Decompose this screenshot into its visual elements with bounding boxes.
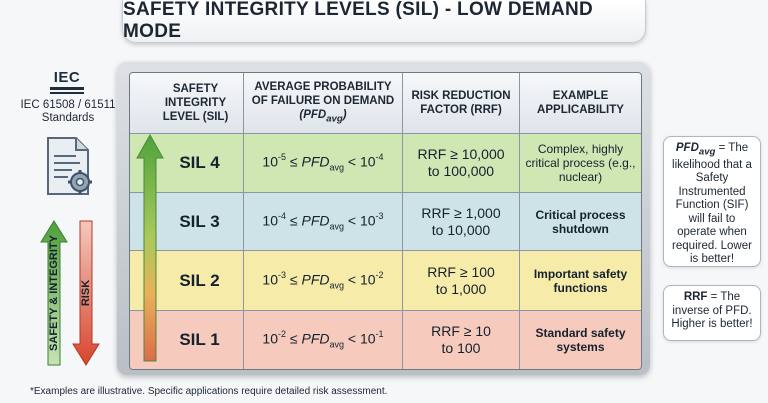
table-header-row: SAFETY INTEGRITY LEVEL (SIL) AVERAGE PRO…: [130, 73, 641, 134]
safety-arrow: SAFETY & INTEGRITY: [40, 220, 68, 366]
standards-line-1: IEC 61508 / 61511: [20, 99, 116, 111]
pfd-high-exponent: -4: [375, 152, 384, 163]
applicability: Standard safety systems: [535, 326, 626, 354]
pfd-high-exponent: -1: [375, 329, 384, 340]
rrf-range: RRF ≥ 1,000 to 10,000: [403, 193, 520, 250]
sil-level: SIL 3: [130, 193, 244, 250]
iec-logo-bar-thin: [50, 92, 84, 94]
table-row-sil1: SIL 1 10-2 ≤ PFDavg < 10-1 RRF ≥ 10 to 10…: [130, 311, 641, 369]
footnote: *Examples are illustrative. Specific app…: [30, 386, 388, 397]
table-row-sil4: SIL 4 10-5 ≤ PFDavg < 10-4 RRF ≥ 10,000 t…: [130, 134, 641, 193]
rrf-range: RRF ≥ 100 to 1,000: [403, 251, 520, 310]
iec-logo-text: IEC: [53, 69, 81, 86]
header-pfd-main: AVERAGE PROBABILITY OF FAILURE ON DEMAND: [251, 80, 395, 107]
pfd-term-sub: avg: [698, 146, 716, 158]
header-pfd-subscript: avg: [326, 113, 343, 125]
applicability: Complex, highly critical process (e.g., …: [525, 142, 636, 184]
pfd-low-exponent: -4: [278, 210, 287, 221]
sil-table: SAFETY INTEGRITY LEVEL (SIL) AVERAGE PRO…: [129, 72, 642, 370]
standards-label: IEC 61508 / 61511 Standards: [14, 99, 122, 125]
standards-line-2: Standards: [41, 112, 95, 124]
pfd-low-exponent: -3: [278, 269, 287, 280]
sil-level: SIL 2: [130, 251, 244, 310]
sil-level: SIL 4: [130, 134, 244, 192]
pfd-range: 10-4 ≤ PFDavg < 10-3: [244, 193, 403, 250]
applicability: Critical process shutdown: [535, 207, 626, 236]
document-gear-icon: [47, 137, 92, 195]
table-row-sil3: SIL 3 10-4 ≤ PFDavg < 10-3 RRF ≥ 1,000 to…: [130, 193, 641, 251]
header-sil: SAFETY INTEGRITY LEVEL (SIL): [130, 73, 244, 133]
header-pfd: AVERAGE PROBABILITY OF FAILURE ON DEMAND…: [244, 73, 403, 133]
table-row-sil2: SIL 2 10-3 ≤ PFDavg < 10-2 RRF ≥ 100 to 1…: [130, 251, 641, 311]
title-banner: SAFETY INTEGRITY LEVELS (SIL) - LOW DEMA…: [122, 0, 646, 43]
pfd-high-exponent: -3: [375, 210, 384, 221]
risk-arrow: RISK: [72, 220, 100, 366]
risk-label: RISK: [80, 279, 92, 307]
pfd-term: PFD: [675, 142, 699, 154]
pfd-range: 10-3 ≤ PFDavg < 10-2: [244, 251, 403, 310]
pfd-low-exponent: -5: [278, 152, 287, 163]
applicability: Important safety functions: [533, 266, 628, 295]
rrf-definition-text: = The inverse of PFD. Higher is better!: [671, 291, 753, 330]
page-title: SAFETY INTEGRITY LEVELS (SIL) - LOW DEMA…: [123, 0, 594, 42]
pfd-definition-text: = The likelihood that a Safety Instrumen…: [672, 142, 752, 266]
safety-integrity-label: SAFETY & INTEGRITY: [48, 235, 61, 351]
iec-logo: IEC: [50, 70, 84, 94]
sil-level: SIL 1: [130, 311, 244, 369]
pfd-definition-note: PFDavg = The likelihood that a Safety In…: [663, 136, 761, 267]
arrow-down-icon: [72, 220, 100, 366]
pfd-range: 10-2 ≤ PFDavg < 10-1: [244, 311, 403, 369]
sil-increase-arrow-icon: [136, 134, 164, 362]
iec-logo-bar: [50, 87, 84, 90]
rrf-definition-note: RRF = The inverse of PFD. Higher is bett…: [663, 285, 761, 341]
pfd-low-exponent: -2: [278, 329, 287, 340]
rrf-range: RRF ≥ 10 to 100: [403, 311, 520, 369]
pfd-range: 10-5 ≤ PFDavg < 10-4: [244, 134, 403, 192]
header-rrf: RISK REDUCTION FACTOR (RRF): [403, 73, 520, 133]
pfd-high-exponent: -2: [375, 269, 384, 280]
arrow-up-icon: [40, 220, 68, 366]
header-applicability: EXAMPLE APPLICABILITY: [537, 90, 624, 116]
rrf-range: RRF ≥ 10,000 to 100,000: [403, 134, 520, 192]
header-pfd-symbol: PFD: [303, 108, 327, 121]
rrf-term: RRF: [683, 291, 708, 303]
